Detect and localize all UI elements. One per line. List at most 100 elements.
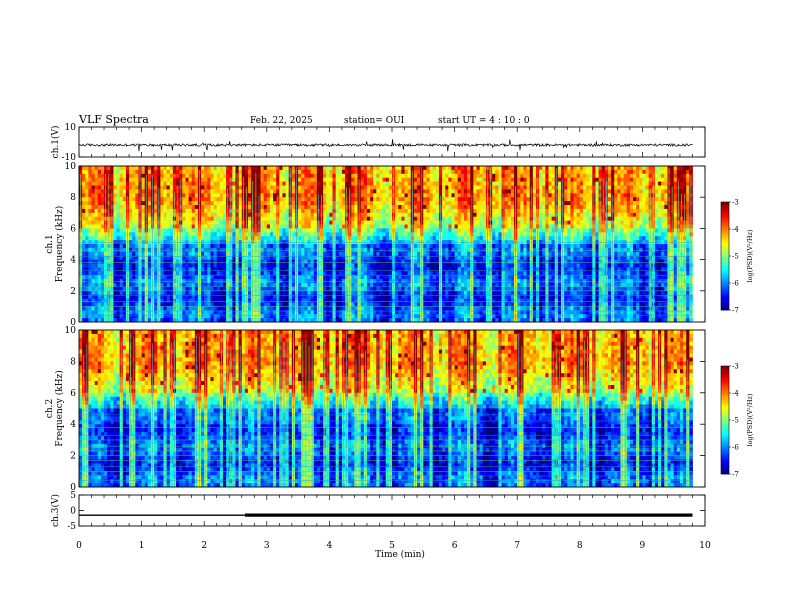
- spectrogram-cell: [382, 310, 387, 315]
- spectrogram-cell: [260, 275, 265, 280]
- spectrogram-cell: [269, 173, 274, 179]
- spectrogram-cell: [88, 169, 92, 175]
- spectrogram-cell: [448, 208, 452, 214]
- spectrogram-cell: [335, 267, 340, 272]
- spectrogram-cell: [163, 205, 168, 210]
- spectrogram-cell: [194, 275, 199, 280]
- spectrogram-cell: [276, 181, 280, 186]
- spectrogram-cell: [166, 286, 171, 292]
- spectrogram-cell: [282, 216, 286, 221]
- spectrogram-cell: [398, 228, 402, 233]
- spectrogram-cell: [185, 310, 189, 315]
- spectrogram-cell: [417, 255, 421, 260]
- spectrogram-cell: [341, 244, 346, 249]
- spectrogram-cell: [385, 169, 390, 175]
- spectrogram-cell: [388, 205, 393, 210]
- spectrogram-cell: [194, 228, 199, 233]
- spectrogram-cell: [370, 228, 374, 233]
- spectrogram-cell: [82, 166, 86, 171]
- spectrogram-cell: [169, 228, 174, 233]
- spectrogram-cell: [448, 166, 452, 171]
- spectrogram-cell: [279, 271, 283, 276]
- spectrogram-cell: [379, 205, 384, 210]
- spectrogram-cell: [388, 236, 393, 241]
- spectrogram-cell: [219, 208, 224, 214]
- spectrogram-cell: [357, 173, 362, 179]
- spectrogram-cell: [129, 298, 133, 303]
- spectrogram-cell: [417, 275, 421, 280]
- spectrogram-cell: [417, 290, 421, 296]
- spectrogram-cell: [129, 216, 133, 221]
- spectrogram-cell: [232, 193, 236, 198]
- spectrogram-cell: [263, 169, 268, 175]
- spectrogram-cell: [207, 166, 211, 171]
- spectrogram-cell: [263, 205, 268, 210]
- spectrogram-cell: [282, 166, 286, 171]
- spectrogram-cell: [279, 169, 283, 175]
- spectrogram-cell: [194, 302, 199, 307]
- spectrogram-cell: [201, 286, 205, 292]
- spectrogram-cell: [238, 173, 243, 179]
- spectrogram-cell: [241, 173, 246, 179]
- spectrogram-cell: [219, 193, 224, 198]
- spectrogram-cell: [442, 228, 446, 233]
- spectrogram-cell: [332, 181, 337, 186]
- spectrogram-cell: [248, 208, 252, 214]
- spectrogram-cell: [135, 185, 139, 190]
- spectrogram-cell: [219, 306, 224, 311]
- spectrogram-cell: [370, 177, 374, 182]
- spectrogram-cell: [276, 169, 280, 175]
- spectrogram-cell: [232, 294, 236, 299]
- spectrogram-cell: [351, 286, 355, 292]
- spectrogram-cell: [426, 228, 430, 233]
- spectrogram-cell: [248, 166, 252, 171]
- spectrogram-cell: [285, 216, 290, 221]
- spectrogram-cell: [307, 181, 312, 186]
- spectrogram-cell: [269, 236, 274, 241]
- spectrogram-cell: [429, 201, 434, 206]
- spectrogram-cell: [91, 173, 96, 179]
- spectrogram-cell: [382, 224, 387, 229]
- spectrogram-cell: [285, 263, 290, 268]
- spectrogram-cell: [248, 294, 252, 299]
- spectrogram-cell: [413, 283, 418, 288]
- spectrogram-cell: [307, 244, 312, 249]
- spectrogram-cell: [373, 251, 377, 257]
- spectrogram-cell: [185, 177, 189, 182]
- spectrogram-cell: [448, 181, 452, 186]
- spectrogram-cell: [432, 294, 437, 299]
- spectrogram-cell: [310, 267, 315, 272]
- spectrogram-cell: [91, 244, 96, 249]
- spectrogram-cell: [191, 189, 196, 194]
- spectrogram-cell: [282, 294, 286, 299]
- spectrogram-cell: [426, 173, 430, 179]
- spectrogram-cell: [141, 271, 146, 276]
- spectrogram-cell: [219, 298, 224, 303]
- spectrogram-cell: [298, 205, 302, 210]
- spectrogram-cell: [351, 201, 355, 206]
- spectrogram-cell: [363, 189, 368, 194]
- spectrogram-cell: [119, 302, 124, 307]
- spectrogram-cell: [207, 232, 211, 237]
- spectrogram-cell: [166, 166, 171, 171]
- spectrogram-cell: [404, 181, 409, 186]
- spectrogram-cell: [307, 189, 312, 194]
- spectrogram-cell: [398, 236, 402, 241]
- spectrogram-cell: [263, 306, 268, 311]
- spectrogram-cell: [100, 294, 105, 299]
- spectrogram-cell: [382, 205, 387, 210]
- spectrogram-cell: [323, 228, 327, 233]
- spectrogram-cell: [232, 232, 236, 237]
- spectrogram-cell: [341, 205, 346, 210]
- spectrogram-cell: [354, 181, 358, 186]
- station-label: station= OUI: [344, 116, 405, 126]
- spectrogram-cell: [226, 177, 230, 182]
- spectrogram-cell: [257, 169, 261, 175]
- spectrogram-cell: [370, 193, 374, 198]
- spectrogram-cell: [132, 201, 136, 206]
- spectrogram-cell: [82, 212, 86, 218]
- spectrogram-cell: [413, 298, 418, 303]
- spectrogram-cell: [413, 208, 418, 214]
- spectrogram-cell: [388, 251, 393, 257]
- spectrogram-cell: [276, 189, 280, 194]
